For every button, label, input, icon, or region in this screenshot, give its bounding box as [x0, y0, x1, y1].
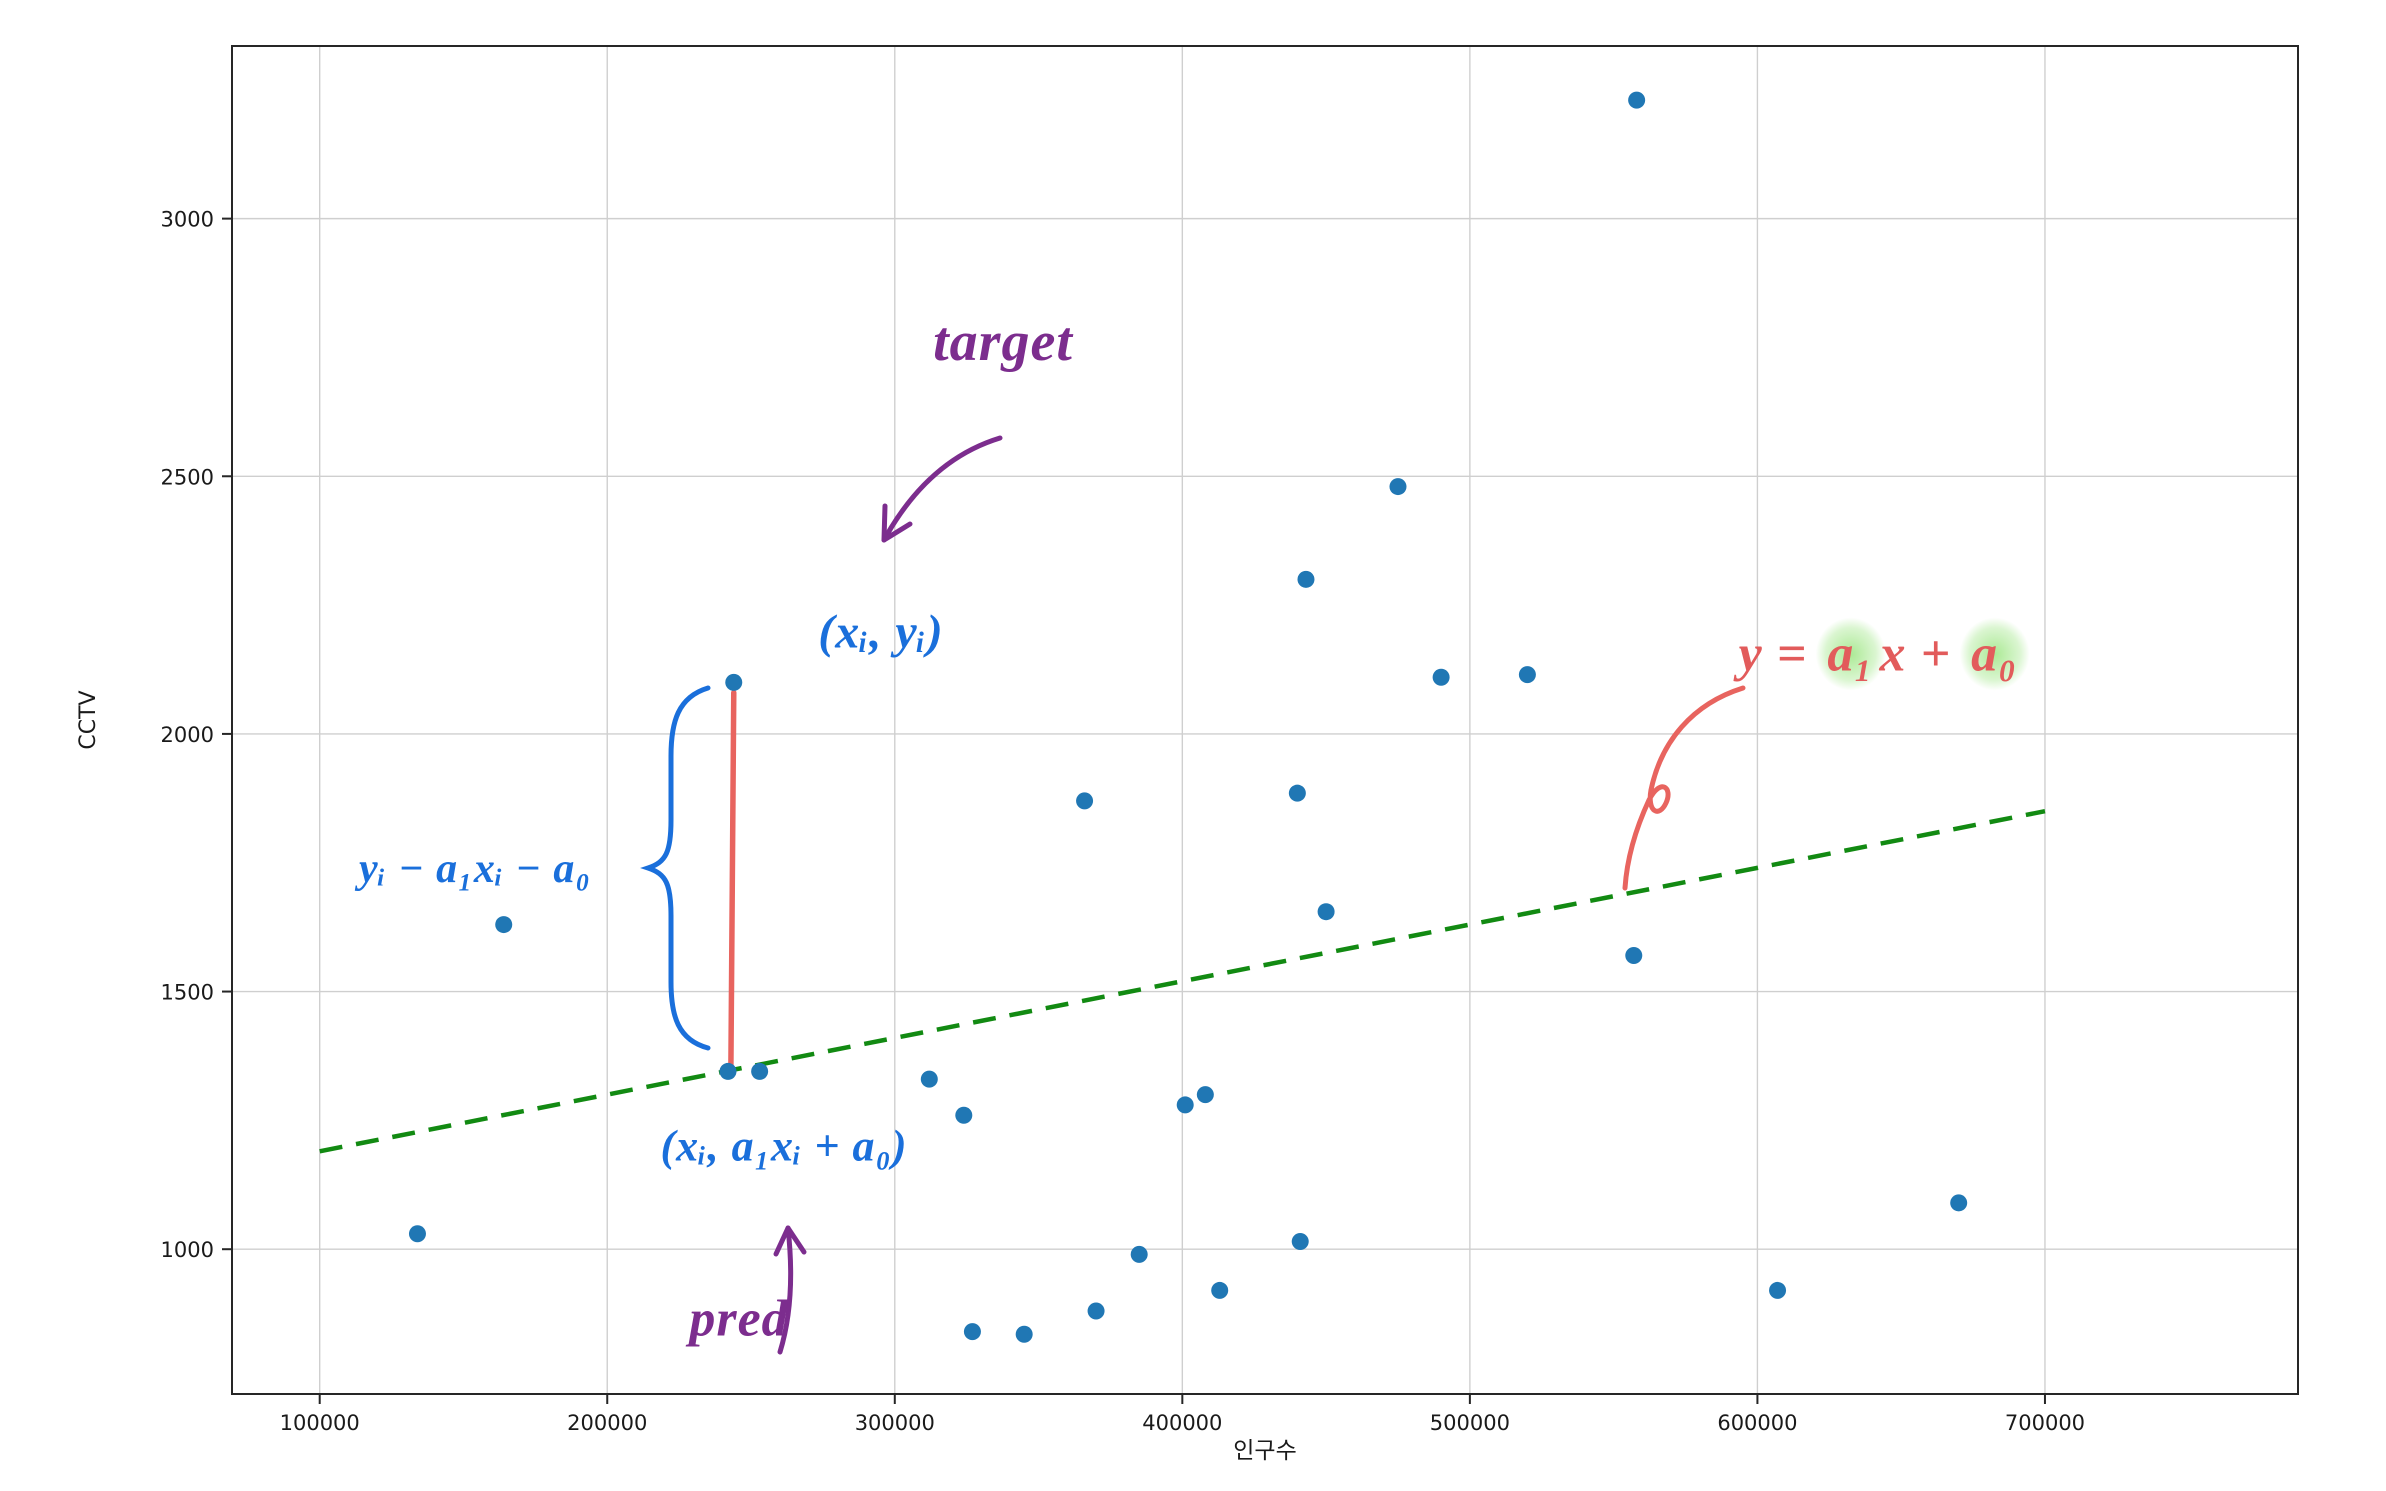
scatter-point — [725, 673, 743, 691]
scatter-point — [1625, 946, 1643, 964]
x-tick-label: 400000 — [1142, 1411, 1222, 1435]
axes-frame — [231, 45, 2299, 1395]
scatter-point — [495, 916, 513, 934]
equation-pointer-curve — [1622, 685, 1746, 891]
x-tick-label: 500000 — [1430, 1411, 1510, 1435]
scatter-point — [408, 1225, 426, 1243]
scatter-point — [1291, 1232, 1309, 1250]
x-tick-label: 600000 — [1717, 1411, 1797, 1435]
y-tick-label: 2000 — [161, 723, 214, 747]
annotation-residual-expression: yᵢ − a₁xᵢ − a₀ — [358, 846, 592, 892]
x-axis-label: 인구수 — [1233, 1438, 1296, 1464]
scatter-point — [1176, 1096, 1194, 1114]
y-tick-label: 1000 — [161, 1238, 214, 1262]
scatter-point — [955, 1106, 973, 1124]
y-tick-label: 2500 — [161, 465, 214, 489]
scatter-point — [1015, 1325, 1033, 1343]
residual-line — [728, 689, 737, 1071]
scatter-point — [963, 1323, 981, 1341]
scatter-point — [920, 1070, 938, 1088]
equation-mid: x + — [1879, 625, 1966, 683]
scatter-point — [719, 1062, 737, 1080]
equation-prefix: y = — [1738, 625, 1822, 683]
scatter-point — [1196, 1086, 1214, 1104]
x-tick-label: 300000 — [855, 1411, 935, 1435]
scatter-point — [1297, 570, 1315, 588]
scatter-point — [1518, 666, 1536, 684]
x-tick-label: 700000 — [2005, 1411, 2085, 1435]
y-axis-label: CCTV — [76, 690, 101, 749]
x-tick-label: 200000 — [567, 1411, 647, 1435]
equation-intercept-highlight: a₀ — [1959, 617, 2030, 691]
scatter-point — [1389, 478, 1407, 496]
residual-brace — [640, 685, 711, 1051]
x-tick-label: 100000 — [280, 1411, 360, 1435]
annotation-pred-point-coords: (xᵢ, a₁xᵢ + a₀) — [660, 1121, 908, 1171]
pred-arrowhead-icon — [773, 1225, 807, 1257]
scatter-point — [1317, 903, 1335, 921]
scatter-point — [1087, 1302, 1105, 1320]
y-tick-label: 1500 — [161, 981, 214, 1005]
scatter-point — [1769, 1281, 1787, 1299]
scatter-point — [751, 1062, 769, 1080]
target-arrow — [881, 435, 1003, 543]
target-arrowhead-icon — [881, 503, 913, 543]
scatter-point — [1432, 668, 1450, 686]
annotation-target: target — [933, 311, 1073, 373]
annotation-pred: pred — [689, 1290, 789, 1348]
y-tick-label: 3000 — [161, 208, 214, 232]
equation-slope-highlight: a₁ — [1815, 617, 1886, 691]
regression-line — [319, 808, 2046, 1154]
annotation-line-equation: y = a₁ x + a₀ — [1738, 617, 2030, 691]
scatter-point — [1628, 91, 1646, 109]
scatter-point — [1950, 1194, 1968, 1212]
scatter-point — [1211, 1281, 1229, 1299]
annotation-target-point-coords: (xᵢ, yᵢ) — [818, 605, 944, 659]
scatter-point — [1076, 792, 1094, 810]
pred-arrow — [777, 1225, 794, 1355]
scatter-point — [1288, 784, 1306, 802]
scatter-point — [1130, 1245, 1148, 1263]
